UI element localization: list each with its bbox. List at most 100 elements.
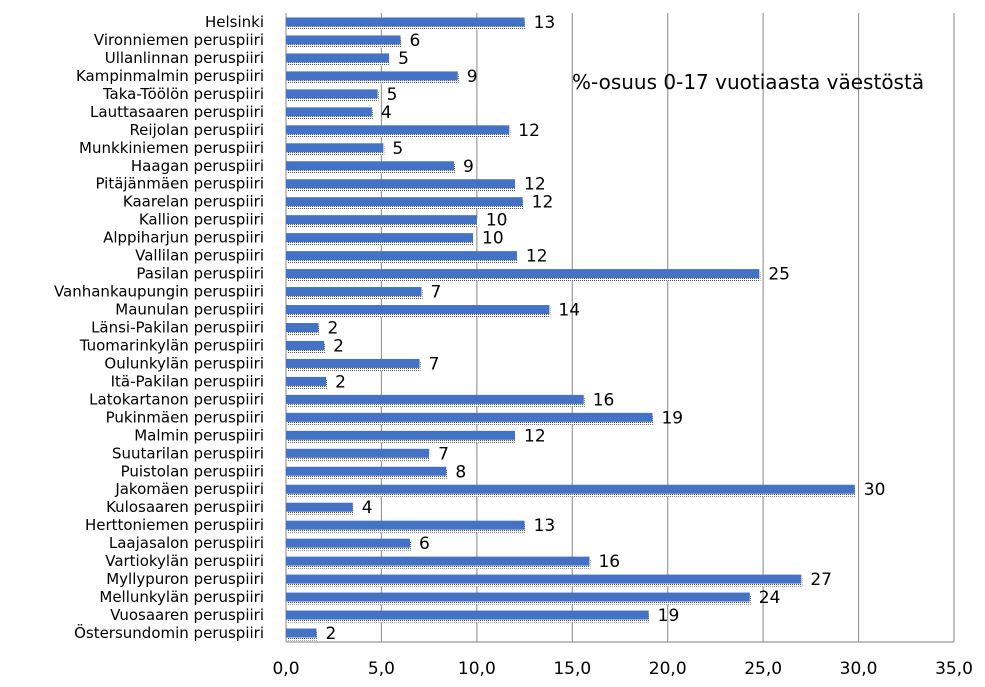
data-label: 6 [419,534,430,554]
data-label: 13 [534,13,556,33]
bar [286,430,516,440]
data-label: 16 [593,390,615,410]
category-label: Malmin peruspiiri [134,426,264,444]
data-label: 5 [392,139,403,159]
bar [286,448,430,458]
data-label: 10 [482,229,504,249]
bar [286,628,317,638]
category-label: Maunulan peruspiiri [115,301,264,319]
category-label: Pukinmäen peruspiiri [106,408,264,426]
category-label: Itä-Pakilan peruspiiri [111,372,264,390]
category-label: Munkkiniemen peruspiiri [79,139,264,157]
bar [286,215,477,225]
x-axis-tick-labels: 0,0 5,0 10,0 15,0 20,0 25,0 30,0 35,0 [272,659,972,679]
bar [286,179,516,189]
x-tick-label: 5,0 [368,659,395,679]
bar [286,161,454,171]
data-label: 12 [518,121,540,141]
category-label: Puistolan peruspiiri [121,462,264,480]
category-label: Vironniemen peruspiiri [94,31,264,49]
bar [286,107,372,117]
data-label: 7 [431,283,442,303]
bar [286,574,802,584]
bar [286,340,325,350]
data-label: 13 [534,516,556,536]
bars [286,17,856,641]
data-label: 7 [438,444,449,464]
bar [286,412,653,422]
category-label: Tuomarinkylän peruspiiri [79,336,264,354]
bar [286,125,510,135]
category-label: Länsi-Pakilan peruspiiri [91,319,264,337]
category-label: Kallion peruspiiri [139,211,264,229]
bar [286,538,411,548]
chart-title: %-osuus 0-17 vuotiaasta väestöstä [572,70,924,94]
category-label: Pitäjänmäen peruspiiri [95,175,264,193]
bar [286,251,517,261]
category-label: Alppiharjun peruspiiri [103,229,264,247]
bar [286,269,760,279]
data-label: 19 [661,408,683,428]
category-label: Vuosaaren peruspiiri [110,606,264,624]
category-label: Ullanlinnan peruspiiri [105,49,264,67]
data-label: 6 [410,31,421,51]
data-label: 12 [526,247,548,267]
bar [286,305,550,315]
category-label: Jakomäen peruspiiri [114,480,264,498]
bar [286,466,447,476]
data-label: 24 [759,588,781,608]
data-label: 14 [558,301,580,321]
bar [286,233,474,243]
data-label: 27 [810,570,832,590]
bar [286,53,390,63]
bar [286,35,401,45]
bar [286,520,525,530]
category-label: Vartiokylän peruspiiri [105,552,264,570]
category-label: Latokartanon peruspiiri [89,390,264,408]
category-label: Mellunkylän peruspiiri [99,588,264,606]
data-label: 12 [532,193,554,213]
x-tick-label: 20,0 [649,659,687,679]
bar [286,323,319,332]
data-label: 5 [398,49,409,69]
data-label: 19 [658,606,680,626]
bar [286,592,750,602]
category-label: Taka-Töölön peruspiiri [102,85,264,103]
category-label: Haagan peruspiiri [131,157,264,175]
category-label: Helsinki [205,13,264,31]
data-label: 2 [327,319,338,339]
data-label: 30 [864,480,886,500]
bar [286,484,855,494]
bar [286,287,422,297]
category-label: Pasilan peruspiiri [136,265,264,283]
data-label: 12 [524,426,546,446]
data-label: 10 [486,211,508,231]
bar [286,394,584,404]
bar [286,376,327,386]
data-label: 9 [463,157,474,177]
x-tick-label: 25,0 [744,659,782,679]
category-label: Kampinmalmin peruspiiri [76,67,264,85]
data-label: 9 [467,67,478,87]
bar [286,358,420,368]
data-label: 4 [362,498,373,518]
data-label: 4 [381,103,392,123]
data-label: 7 [429,354,440,374]
category-label: Vallilan peruspiiri [135,247,264,265]
category-label: Myllypuron peruspiiri [106,570,264,588]
data-labels: 1365954125912121010122571422721619127830… [326,13,886,644]
category-label: Oulunkylän peruspiiri [104,354,264,372]
x-tick-label: 0,0 [272,659,299,679]
bar [286,143,384,153]
x-tick-label: 35,0 [935,659,973,679]
category-label: Östersundomin peruspiiri [74,623,264,642]
x-tick-label: 10,0 [458,659,496,679]
data-label: 2 [335,372,346,392]
category-label: Vanhankaupungin peruspiiri [54,283,264,301]
bar [286,17,525,27]
data-label: 16 [598,552,620,572]
category-label: Reijolan peruspiiri [129,121,264,139]
bar [286,502,353,512]
